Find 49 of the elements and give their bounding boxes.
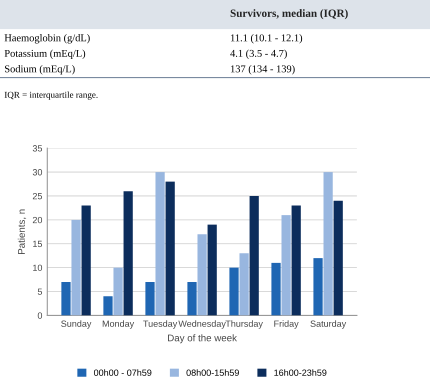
x-tick-label: Friday bbox=[274, 320, 299, 329]
y-tick-label: 25 bbox=[32, 192, 42, 200]
text: Haemoglobin (g/dL) bbox=[4, 34, 90, 44]
bar bbox=[197, 234, 207, 316]
y-tick-label: 30 bbox=[32, 169, 42, 176]
y-tick-label: 10 bbox=[33, 264, 42, 271]
bar bbox=[229, 268, 239, 316]
y-tick-label: 0 bbox=[38, 312, 42, 319]
bar bbox=[71, 220, 81, 316]
text: Potassium (mEq/L) bbox=[4, 50, 86, 59]
bar bbox=[113, 268, 123, 316]
x-tick-label: Thursday bbox=[225, 320, 263, 329]
text: Sodium (mEq/L) bbox=[4, 65, 75, 74]
bar bbox=[208, 224, 217, 316]
bar bbox=[103, 296, 113, 316]
bar bbox=[324, 172, 333, 316]
bar bbox=[166, 182, 175, 316]
y-tick-label: 20 bbox=[32, 216, 42, 224]
text: 11.1 (10.1 - 12.1) bbox=[230, 34, 302, 44]
bar bbox=[124, 191, 133, 316]
legend-label: 08h00-15h59 bbox=[186, 369, 239, 376]
text: 4.1 (3.5 - 4.7) bbox=[230, 50, 287, 59]
x-tick-label: Tuesday bbox=[143, 320, 178, 329]
y-tick-label: 5 bbox=[38, 288, 42, 295]
x-tick-label: Sunday bbox=[61, 320, 92, 329]
bar bbox=[281, 215, 291, 316]
bar bbox=[187, 282, 197, 316]
x-tick-label: Monday bbox=[102, 320, 134, 329]
y-axis-title: Patients, n bbox=[18, 209, 26, 254]
bar bbox=[334, 200, 343, 316]
text: IQR = interquartile range. bbox=[4, 92, 98, 100]
bar bbox=[292, 206, 301, 316]
legend-label: 16h00-23h59 bbox=[274, 369, 326, 376]
bar bbox=[155, 172, 165, 316]
bar bbox=[239, 253, 249, 316]
bar bbox=[250, 196, 259, 316]
bar bbox=[313, 258, 323, 316]
bar bbox=[271, 262, 281, 316]
x-tick-label: Saturday bbox=[310, 320, 346, 329]
bar bbox=[61, 282, 71, 316]
x-axis-title: Day of the week bbox=[168, 334, 237, 344]
x-tick-label: Wednesday bbox=[178, 320, 226, 329]
bar bbox=[145, 282, 155, 316]
y-tick-label: 35 bbox=[32, 145, 42, 152]
y-tick-label: 15 bbox=[33, 240, 42, 248]
text: 137 (134 - 139) bbox=[230, 65, 295, 74]
text: Survivors, median (IQR) bbox=[230, 9, 348, 20]
legend-label: 00h00 - 07h59 bbox=[94, 369, 152, 376]
bar bbox=[82, 206, 91, 316]
